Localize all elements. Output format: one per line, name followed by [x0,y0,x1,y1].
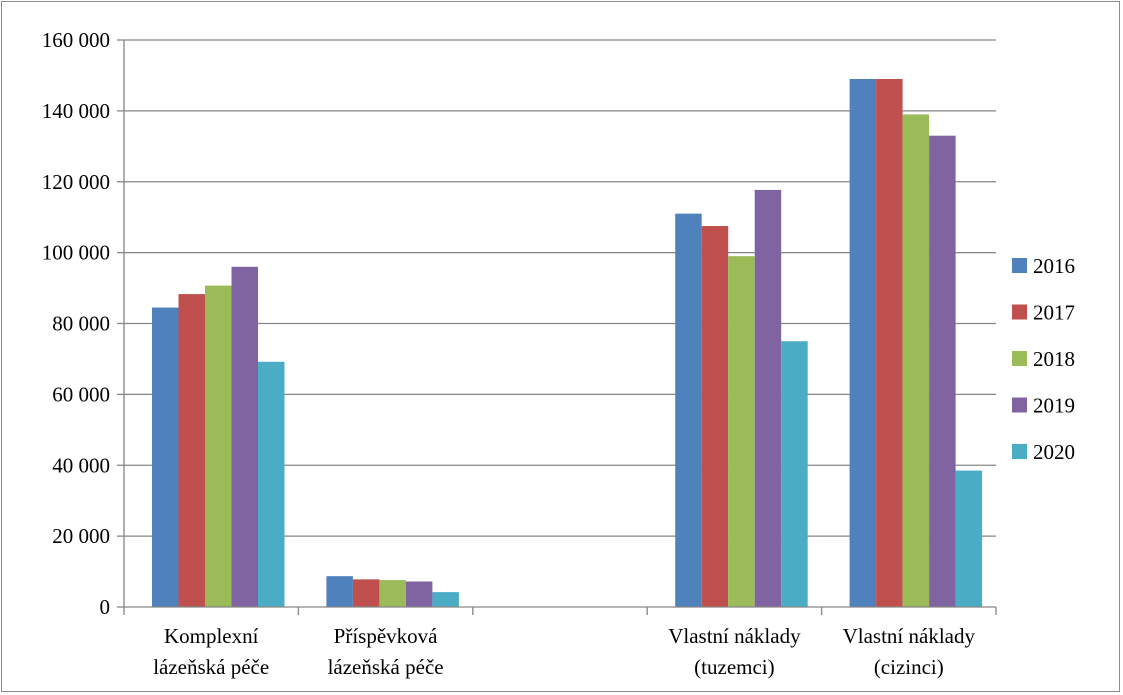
legend-label-2020: 2020 [1033,440,1075,464]
bar-2018-4 [902,114,930,607]
category-label: (cizinci) [874,655,944,679]
bar-2016-1 [326,576,353,607]
bar-2020-3 [781,341,808,607]
category-label: Příspěvková [334,624,439,648]
bar-2019-0 [231,266,258,607]
category-label: lázeňská péče [153,655,269,679]
legend-swatch-2016 [1012,258,1027,273]
y-tick-label: 0 [100,595,111,619]
y-tick-label: 20 000 [52,524,110,548]
bar-2017-3 [701,226,729,607]
y-tick-label: 100 000 [42,241,110,265]
legend-swatch-2018 [1012,351,1027,366]
bar-2018-1 [379,580,406,607]
y-tick-label: 160 000 [42,28,110,52]
axes [117,39,997,615]
bar-2016-4 [849,78,877,607]
bar-2019-4 [929,135,956,607]
category-labels: Komplexní lázeňská péče Příspěvková lázeňsk… [153,624,975,679]
y-tick-label: 60 000 [52,382,110,406]
y-tick-label: 120 000 [42,170,110,194]
bar-2017-0 [178,294,205,607]
legend: 2016 2017 2018 2019 2020 [1012,254,1075,464]
y-tick-label: 40 000 [52,453,110,477]
y-tick-labels: 0 20 000 40 000 60 000 80 000 100 000 120 000 1… [42,28,110,619]
bar-2020-1 [432,592,459,607]
y-tick-label: 80 000 [52,312,110,336]
bar-2017-4 [876,78,903,607]
category-label: Vlastní náklady [668,624,801,648]
y-tick-label: 140 000 [42,99,110,123]
legend-swatch-2020 [1012,444,1027,459]
bars [152,78,983,608]
category-label: Vlastní náklady [843,624,976,648]
category-label: lázeňská péče [328,655,444,679]
bar-2016-0 [152,307,179,607]
legend-label-2017: 2017 [1033,301,1075,325]
bar-2017-1 [352,579,380,607]
bar-2019-3 [754,189,782,607]
legend-swatch-2019 [1012,397,1027,413]
bar-2018-3 [728,256,755,607]
legend-swatch-2017 [1012,304,1027,320]
category-label: (tuzemci) [694,655,774,679]
category-label: Komplexní [164,624,259,648]
bar-2016-3 [675,213,702,608]
legend-label-2019: 2019 [1033,394,1075,418]
bar-2020-0 [258,361,285,607]
legend-label-2018: 2018 [1033,347,1075,371]
bar-2020-4 [955,470,983,607]
bar-2019-1 [405,581,433,607]
bar-2018-0 [205,285,232,607]
legend-label-2016: 2016 [1033,254,1075,278]
